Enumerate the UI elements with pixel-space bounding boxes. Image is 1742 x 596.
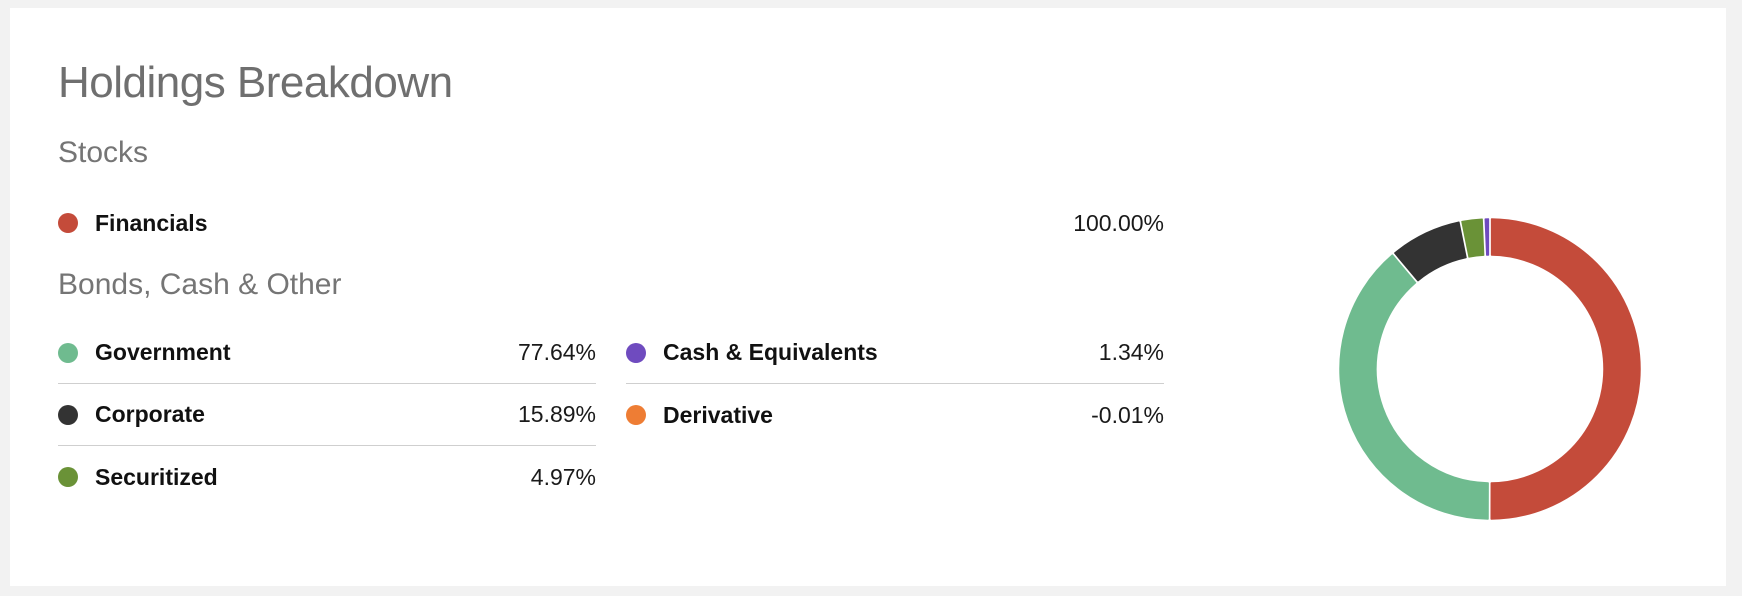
donut-chart-svg [1339,218,1641,520]
donut-slice-corporate [1394,221,1467,282]
legend-row-derivative: Derivative -0.01% [626,384,1164,446]
donut-slice-government [1339,254,1489,520]
legend-label: Financials [95,209,208,236]
legend-value: -0.01% [1091,401,1164,428]
corporate-color-dot [58,404,78,425]
legend-value: 4.97% [530,463,596,490]
legend-value: 77.64% [517,339,596,365]
donut-slice-cash-equivalents [1484,218,1490,256]
legend-label: Cash & Equivalents [663,339,878,365]
legend-row-securitized: Securitized 4.97% [58,446,596,508]
legend-value: 1.34% [1098,339,1164,365]
legend-row-cash-equivalents: Cash & Equivalents 1.34% [626,322,1164,384]
cash-equivalents-color-dot [626,342,646,363]
holdings-donut-chart [1329,208,1651,530]
donut-slice-financials [1490,218,1641,520]
page-title: Holdings Breakdown [58,58,453,107]
stocks-heading: Stocks [58,136,149,169]
securitized-color-dot [58,467,78,487]
government-color-dot [58,342,78,363]
legend-value: 15.89% [517,401,596,427]
legend-value: 100.00% [1073,209,1164,236]
legend-row-financials: Financials 100.00% [58,192,1164,254]
legend-label: Securitized [95,463,218,490]
legend-row-government: Government 77.64% [58,322,596,384]
holdings-breakdown-card: Holdings Breakdown Stocks Financials 100… [10,8,1726,586]
legend-row-corporate: Corporate 15.89% [58,384,596,446]
bonds-heading: Bonds, Cash & Other [58,268,342,301]
derivative-color-dot [626,405,646,425]
legend-label: Corporate [95,401,205,427]
financials-color-dot [58,213,78,233]
donut-slice-securitized [1461,218,1485,258]
legend-label: Government [95,339,231,365]
legend-label: Derivative [663,401,773,428]
